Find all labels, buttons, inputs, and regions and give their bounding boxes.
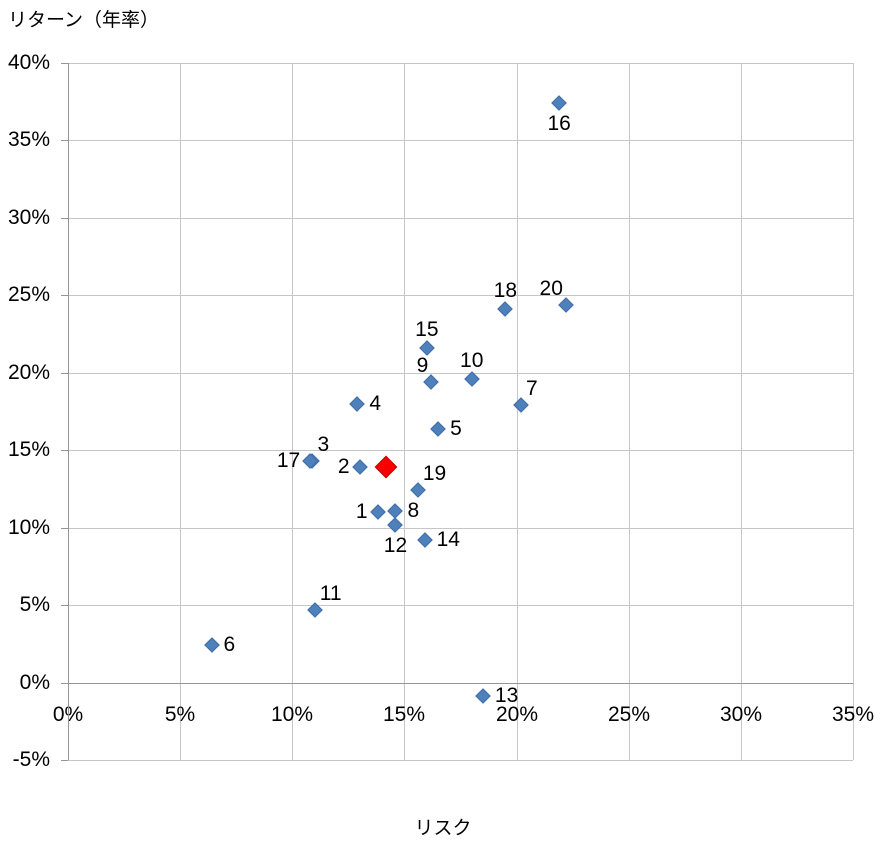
- y-axis-line: [68, 63, 69, 760]
- data-point-4: [349, 395, 366, 412]
- y-tick-label: 5%: [19, 593, 50, 616]
- data-point-label-8: 8: [407, 498, 420, 522]
- data-point-label-1: 1: [355, 500, 368, 524]
- y-axis-tick-mark: [61, 683, 68, 684]
- gridline-horizontal: [68, 140, 853, 141]
- data-point-label-3: 3: [317, 433, 330, 457]
- x-tick-label: 5%: [164, 702, 196, 726]
- data-point-12: [387, 516, 404, 533]
- y-axis-tick-mark: [61, 63, 68, 64]
- data-point-label-16: 16: [547, 112, 571, 136]
- y-axis-tick-mark: [61, 373, 68, 374]
- data-point-label-2: 2: [337, 455, 350, 479]
- data-point-label-11: 11: [319, 581, 342, 605]
- y-tick-label: 30%: [7, 206, 50, 229]
- gridline-horizontal: [68, 528, 853, 529]
- gridline-horizontal: [68, 760, 853, 761]
- data-point-16: [551, 95, 567, 112]
- data-point-label-13: 13: [494, 684, 519, 708]
- y-axis-tick-mark: [61, 605, 68, 606]
- x-tick-label: 15%: [382, 702, 426, 726]
- x-tick-label: 25%: [607, 702, 651, 726]
- data-point-label-5: 5: [450, 416, 462, 440]
- x-tick-label: 0%: [52, 702, 84, 726]
- data-point-18: [497, 301, 514, 318]
- data-point-label-10: 10: [460, 348, 484, 372]
- data-point-label-4: 4: [369, 391, 382, 415]
- y-axis-tick-mark: [61, 760, 68, 761]
- gridline-horizontal: [68, 63, 853, 64]
- data-point-label-9: 9: [416, 354, 429, 378]
- x-tick-label: 20%: [495, 702, 539, 726]
- y-tick-label: 40%: [7, 51, 50, 74]
- data-point-5: [430, 420, 446, 437]
- data-point-label-7: 7: [526, 377, 538, 401]
- data-point-6: [203, 637, 220, 654]
- y-axis-tick-mark: [61, 528, 68, 529]
- y-tick-label: 0%: [19, 671, 50, 694]
- gridline-horizontal: [68, 295, 853, 296]
- y-axis-tick-mark: [61, 450, 68, 451]
- data-point-label-6: 6: [223, 633, 236, 657]
- gridline-horizontal: [68, 218, 853, 219]
- y-axis-tick-mark: [61, 218, 68, 219]
- gridline-vertical: [180, 63, 181, 760]
- y-axis-tick-mark: [61, 295, 68, 296]
- data-point-label-19: 19: [422, 462, 447, 486]
- y-tick-label: 20%: [7, 361, 50, 384]
- gridline-horizontal: [68, 373, 853, 374]
- gridline-vertical: [292, 63, 293, 760]
- data-point-label-14: 14: [436, 528, 460, 552]
- data-point-label-15: 15: [415, 317, 439, 341]
- y-tick-label: 35%: [7, 128, 50, 151]
- x-axis-line: [68, 683, 853, 684]
- gridline-vertical: [404, 63, 405, 760]
- data-point-label-17: 17: [276, 449, 301, 473]
- x-tick-label: 10%: [270, 702, 314, 726]
- y-tick-label: 25%: [7, 283, 50, 306]
- gridline-vertical: [853, 63, 854, 760]
- x-axis-title: リスク: [414, 818, 472, 839]
- data-point-2: [351, 459, 368, 476]
- data-point-8: [387, 502, 404, 519]
- y-tick-label: 15%: [7, 438, 50, 461]
- gridline-horizontal: [68, 605, 853, 606]
- data-point-1: [369, 504, 386, 520]
- portfolio-point: [375, 455, 398, 479]
- data-point-17: [302, 453, 318, 469]
- y-axis-tick-mark: [61, 140, 68, 141]
- data-point-label-20: 20: [539, 276, 563, 300]
- data-point-14: [416, 532, 433, 548]
- gridline-vertical: [517, 63, 518, 760]
- data-point-label-18: 18: [493, 279, 518, 303]
- x-tick-label: 35%: [831, 702, 875, 726]
- gridline-vertical: [629, 63, 630, 760]
- gridline-horizontal: [68, 450, 853, 451]
- x-tick-label: 30%: [719, 702, 763, 726]
- y-tick-label: -5%: [12, 748, 50, 771]
- data-point-label-12: 12: [383, 533, 408, 557]
- y-axis-title: リターン（年率）: [8, 10, 160, 31]
- y-tick-label: 10%: [7, 516, 50, 539]
- gridline-vertical: [741, 63, 742, 760]
